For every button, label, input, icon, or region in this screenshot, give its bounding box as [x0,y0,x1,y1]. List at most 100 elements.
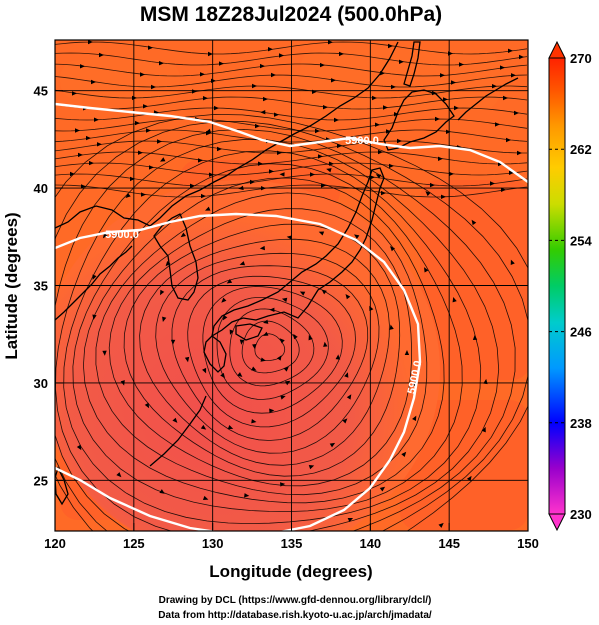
streamline-arrow [441,194,446,199]
streamline-arrow [293,333,298,340]
streamline-arrow [438,156,443,161]
streamline-arrow [430,182,435,188]
streamline-arrow [244,493,250,498]
streamline-arrow [140,72,145,77]
streamline-arrow [510,259,515,266]
coastline-kyushu [203,335,227,373]
streamline-arrow [277,150,282,155]
streamline-arrow [99,52,104,58]
streamline-arrow [286,235,292,240]
streamline-arrow [146,128,151,133]
streamline-loop [55,138,500,531]
streamline-arrow [339,51,344,57]
coastline-mainland [55,41,399,229]
streamline-arrow [165,260,171,267]
streamline-arrow [226,279,233,284]
streamline-arrow [251,366,257,371]
x-axis-label: Longitude (degrees) [209,562,372,581]
geopotential-contours [55,102,528,531]
streamline-loop [55,120,528,531]
streamline-arrow [260,63,265,69]
streamline-arrow [80,64,85,69]
streamline-arrow [256,556,261,561]
streamline-loop [63,150,482,525]
streamline-loop [55,113,528,531]
streamline-arrow [252,343,257,350]
streamline-arrow [389,324,394,330]
map-panel: 5900.0 5900.0 5900.0 [55,40,528,561]
colorbar-tick-label: 254 [570,233,592,248]
streamline-arrow [258,161,263,166]
streamline-arrow [501,187,506,192]
streamline-arrow [323,105,328,110]
streamline-arrow [379,486,386,492]
streamline-arrow [511,73,516,78]
streamline-arrow [72,91,77,96]
streamline-arrow [151,84,156,90]
streamline-arrow [279,172,285,177]
streamline-arrow [263,96,268,102]
streamline-arrow [130,176,135,182]
colorbar-scale [548,57,566,515]
streamline-arrow [306,541,312,546]
streamline-arrow [259,245,265,251]
streamline-arrow [451,80,456,85]
streamline-arrow [202,367,207,374]
streamline-arrow [162,316,167,322]
streamline-arrow [263,319,269,324]
streamline-arrow [375,122,380,127]
streamline-loop [216,296,329,400]
streamline-arrow [378,149,383,155]
coastline-sakhalin [403,41,421,87]
streamline-arrow [94,117,99,122]
streamline-arrow [425,191,431,197]
streamline-arrow [184,356,190,363]
streamline-arrow [200,424,207,430]
streamline-arrow [160,157,166,162]
streamline-arrow [320,62,325,68]
streamline-arrow [70,171,75,177]
streamline-arrow [116,472,122,478]
colorbar-tick-label: 262 [570,142,592,157]
streamline-arrow [401,451,407,457]
contour-label-west: 5900.0 [105,229,139,241]
streamline-arrow [334,117,339,123]
streamline-arrow [239,261,246,266]
x-tick-label: 145 [438,536,460,551]
streamline-arrow [318,154,323,159]
streamline-arrow [321,289,327,295]
streamline-loop [108,208,412,487]
colorbar-tick-label: 230 [570,507,592,522]
streamline-arrow [519,54,524,60]
colorbar-under-triangle [548,513,566,532]
streamline-arrow [89,160,94,166]
streamline-arrow [214,105,219,111]
streamline-arrow [220,372,225,379]
y-axis-ticks: 25 30 35 40 45 [34,84,63,488]
streamline-arrow [342,418,348,424]
colorbar-tick-label: 238 [570,416,592,431]
streamline-arrow [354,234,360,240]
streamline-arrow [279,53,284,58]
streamline-arrow [299,291,306,296]
y-axis-label: Latitude (degrees) [2,212,21,359]
streamline-arrow [310,172,315,177]
x-tick-label: 140 [359,536,381,551]
streamline-arrow [315,128,320,134]
streamline-arrow [404,350,410,356]
temperature-patch [420,180,528,380]
y-tick-label: 35 [34,279,48,294]
streamline-arrow [389,163,394,169]
contour-label-north: 5900.0 [345,135,379,147]
coastline-korea [153,213,199,301]
streamline-arrow [227,424,234,430]
streamline-arrow [345,294,351,300]
streamline-arrow [92,314,97,320]
streamline-arrow [271,72,276,78]
x-tick-label: 135 [281,536,303,551]
y-tick-label: 30 [34,376,48,391]
streamline-arrow [329,442,336,448]
streamline-arrow [328,40,333,45]
streamline-arrow [412,415,417,422]
streamline-arrow [514,110,519,116]
